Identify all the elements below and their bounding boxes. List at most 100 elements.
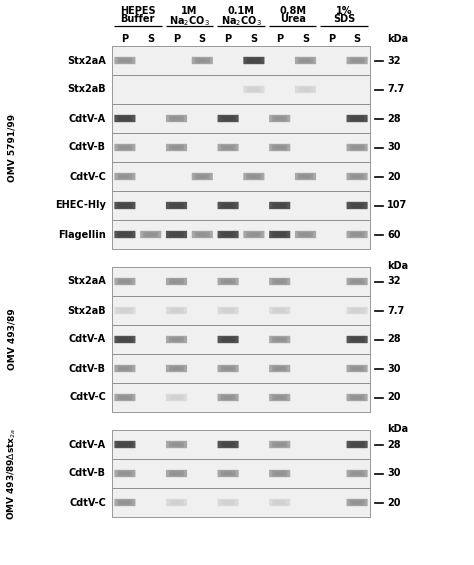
FancyBboxPatch shape [166,365,187,372]
FancyBboxPatch shape [118,308,132,313]
FancyBboxPatch shape [275,117,284,120]
Text: S: S [354,34,361,44]
Text: 1M: 1M [181,6,198,16]
FancyBboxPatch shape [195,58,210,63]
FancyBboxPatch shape [220,471,236,476]
FancyBboxPatch shape [269,144,290,151]
Text: 20: 20 [387,393,401,402]
FancyBboxPatch shape [353,175,362,179]
FancyBboxPatch shape [272,337,287,342]
Text: 30: 30 [387,468,401,479]
FancyBboxPatch shape [301,175,310,179]
FancyBboxPatch shape [353,117,362,120]
FancyBboxPatch shape [301,59,310,62]
FancyBboxPatch shape [172,443,181,446]
FancyBboxPatch shape [114,115,136,122]
FancyBboxPatch shape [172,308,181,312]
Text: 28: 28 [387,334,401,345]
FancyBboxPatch shape [298,58,313,63]
FancyBboxPatch shape [346,394,368,401]
FancyBboxPatch shape [269,470,290,477]
FancyBboxPatch shape [220,500,236,505]
FancyBboxPatch shape [143,232,158,237]
FancyBboxPatch shape [120,233,129,236]
Bar [112,162,370,191]
FancyBboxPatch shape [249,175,258,179]
FancyBboxPatch shape [218,231,239,238]
FancyBboxPatch shape [224,472,233,475]
FancyBboxPatch shape [272,500,287,505]
FancyBboxPatch shape [346,202,368,209]
FancyBboxPatch shape [220,145,236,150]
Text: Buffer: Buffer [120,14,155,24]
FancyBboxPatch shape [169,279,184,284]
Text: CdtV-C: CdtV-C [69,172,106,181]
Text: 60: 60 [387,229,401,240]
FancyBboxPatch shape [195,232,210,237]
FancyBboxPatch shape [272,116,287,121]
FancyBboxPatch shape [275,204,284,207]
FancyBboxPatch shape [272,203,287,208]
FancyBboxPatch shape [353,280,362,283]
FancyBboxPatch shape [246,87,262,92]
FancyBboxPatch shape [166,115,187,122]
FancyBboxPatch shape [169,442,184,447]
FancyBboxPatch shape [172,146,181,149]
FancyBboxPatch shape [275,308,284,312]
Text: 30: 30 [387,142,401,153]
Text: 32: 32 [387,276,401,286]
FancyBboxPatch shape [346,278,368,285]
FancyBboxPatch shape [349,395,365,400]
FancyBboxPatch shape [269,394,290,401]
Bar [112,75,370,104]
Text: 20: 20 [387,498,401,507]
FancyBboxPatch shape [224,204,233,207]
FancyBboxPatch shape [349,500,365,505]
FancyBboxPatch shape [272,308,287,313]
FancyBboxPatch shape [192,173,213,180]
FancyBboxPatch shape [118,116,132,121]
Bar [112,488,370,517]
FancyBboxPatch shape [224,338,233,341]
FancyBboxPatch shape [272,442,287,447]
FancyBboxPatch shape [349,145,365,150]
Text: CdtV-C: CdtV-C [69,498,106,507]
FancyBboxPatch shape [349,58,365,63]
FancyBboxPatch shape [169,337,184,342]
FancyBboxPatch shape [166,470,187,477]
FancyBboxPatch shape [172,501,181,505]
Text: kDa: kDa [387,261,408,271]
FancyBboxPatch shape [198,175,207,179]
FancyBboxPatch shape [272,145,287,150]
FancyBboxPatch shape [275,396,284,399]
Text: CdtV-B: CdtV-B [69,363,106,373]
FancyBboxPatch shape [301,88,310,92]
FancyBboxPatch shape [275,472,284,475]
FancyBboxPatch shape [166,307,187,314]
FancyBboxPatch shape [114,57,136,64]
FancyBboxPatch shape [349,203,365,208]
Text: Na$_2$CO$_3$: Na$_2$CO$_3$ [220,14,261,28]
Text: CdtV-A: CdtV-A [69,440,106,450]
FancyBboxPatch shape [243,231,264,238]
FancyBboxPatch shape [114,231,136,238]
FancyBboxPatch shape [346,231,368,238]
Text: kDa: kDa [387,424,408,434]
FancyBboxPatch shape [172,367,181,370]
FancyBboxPatch shape [269,278,290,285]
FancyBboxPatch shape [349,308,365,313]
FancyBboxPatch shape [353,204,362,207]
FancyBboxPatch shape [218,441,239,448]
Text: 30: 30 [387,363,401,373]
FancyBboxPatch shape [224,308,233,312]
FancyBboxPatch shape [220,116,236,121]
FancyBboxPatch shape [218,278,239,285]
FancyBboxPatch shape [298,232,313,237]
Bar [112,383,370,412]
FancyBboxPatch shape [353,59,362,62]
FancyBboxPatch shape [349,366,365,371]
FancyBboxPatch shape [220,279,236,284]
FancyBboxPatch shape [269,115,290,122]
FancyBboxPatch shape [301,233,310,236]
FancyBboxPatch shape [118,366,132,371]
